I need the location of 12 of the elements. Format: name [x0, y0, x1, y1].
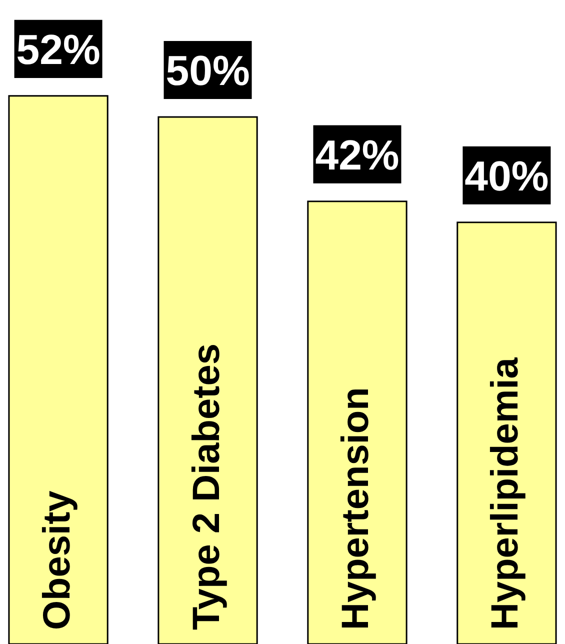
bar	[158, 116, 258, 644]
x-tick-label: Obesity	[36, 490, 78, 630]
data-label: 42%	[315, 131, 400, 178]
x-tick-label: Hypertension	[335, 387, 378, 630]
x-tick-label: Type 2 Diabetes	[186, 343, 228, 630]
data-label: 52%	[16, 26, 100, 73]
data-label: 40%	[464, 152, 549, 200]
data-label: 50%	[166, 46, 250, 94]
bar	[307, 200, 408, 644]
bar	[456, 222, 557, 644]
bar	[8, 95, 108, 644]
x-tick-label: Hyperlipidemia	[484, 356, 527, 630]
